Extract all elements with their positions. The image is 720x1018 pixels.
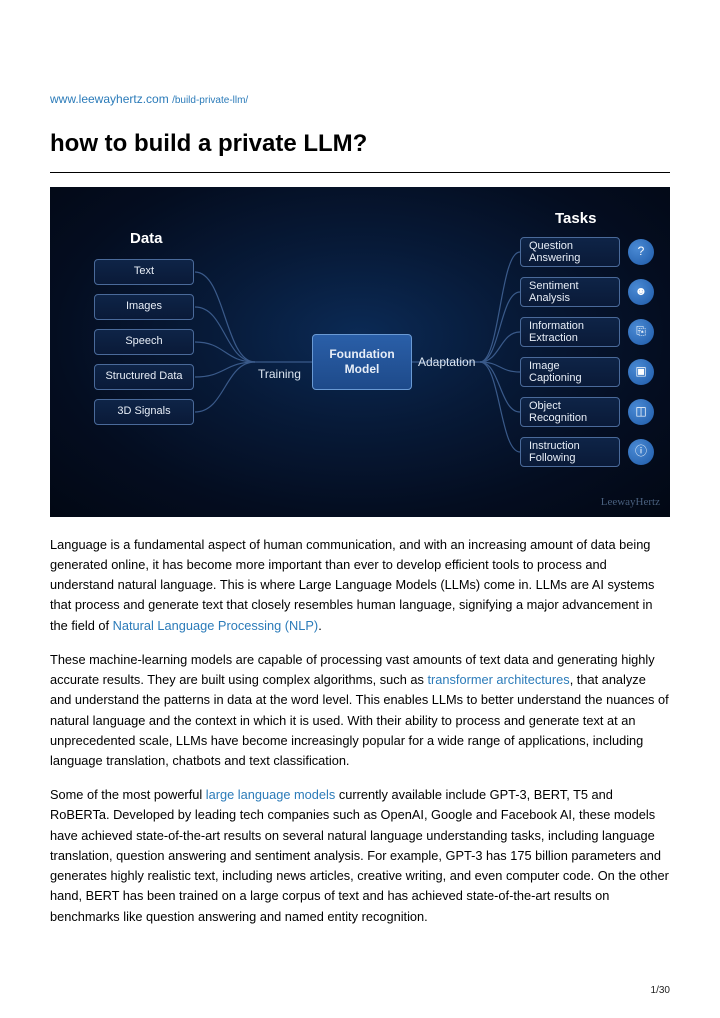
p3-text-b: currently available include GPT-3, BERT,… xyxy=(50,787,669,923)
paragraph-2: These machine-learning models are capabl… xyxy=(50,650,670,771)
paragraph-1: Language is a fundamental aspect of huma… xyxy=(50,535,670,636)
task-captioning: ImageCaptioning xyxy=(520,357,620,387)
instruction-icon: ⓘ xyxy=(628,439,654,465)
data-item-speech: Speech xyxy=(94,329,194,355)
sentiment-icon: ☻ xyxy=(628,279,654,305)
task-qa: QuestionAnswering xyxy=(520,237,620,267)
llm-link[interactable]: large language models xyxy=(206,787,335,802)
task-object-rec: ObjectRecognition xyxy=(520,397,620,427)
data-item-structured: Structured Data xyxy=(94,364,194,390)
transformer-link[interactable]: transformer architectures xyxy=(427,672,569,687)
task-instruction: InstructionFollowing xyxy=(520,437,620,467)
foundation-line1: Foundation xyxy=(329,347,394,361)
task-sentiment: SentimentAnalysis xyxy=(520,277,620,307)
diagram-watermark: LeewayHertz xyxy=(601,494,660,511)
data-header: Data xyxy=(130,227,163,250)
training-label: Training xyxy=(258,365,301,384)
qa-icon: ? xyxy=(628,239,654,265)
page-title: how to build a private LLM? xyxy=(50,125,670,162)
p1-text-b: . xyxy=(318,618,322,633)
adaptation-label: Adaptation xyxy=(418,353,475,372)
data-item-images: Images xyxy=(94,294,194,320)
tasks-header: Tasks xyxy=(555,207,596,230)
caption-icon: ▣ xyxy=(628,359,654,385)
extract-icon: ⎘ xyxy=(628,319,654,345)
data-item-text: Text xyxy=(94,259,194,285)
data-item-3d: 3D Signals xyxy=(94,399,194,425)
p3-text-a: Some of the most powerful xyxy=(50,787,206,802)
paragraph-3: Some of the most powerful large language… xyxy=(50,785,670,927)
foundation-line2: Model xyxy=(345,362,380,376)
task-info-extract: InformationExtraction xyxy=(520,317,620,347)
title-rule xyxy=(50,172,670,173)
breadcrumb-path[interactable]: /build-private-llm/ xyxy=(172,95,248,106)
breadcrumb: www.leewayhertz.com /build-private-llm/ xyxy=(50,90,670,109)
foundation-model-diagram: Data Tasks Text Images Speech Structured… xyxy=(50,187,670,517)
nlp-link[interactable]: Natural Language Processing (NLP) xyxy=(113,618,319,633)
foundation-model-box: Foundation Model xyxy=(312,334,412,390)
breadcrumb-domain[interactable]: www.leewayhertz.com xyxy=(50,92,169,106)
object-icon: ◫ xyxy=(628,399,654,425)
page-number: 1/30 xyxy=(651,983,670,999)
